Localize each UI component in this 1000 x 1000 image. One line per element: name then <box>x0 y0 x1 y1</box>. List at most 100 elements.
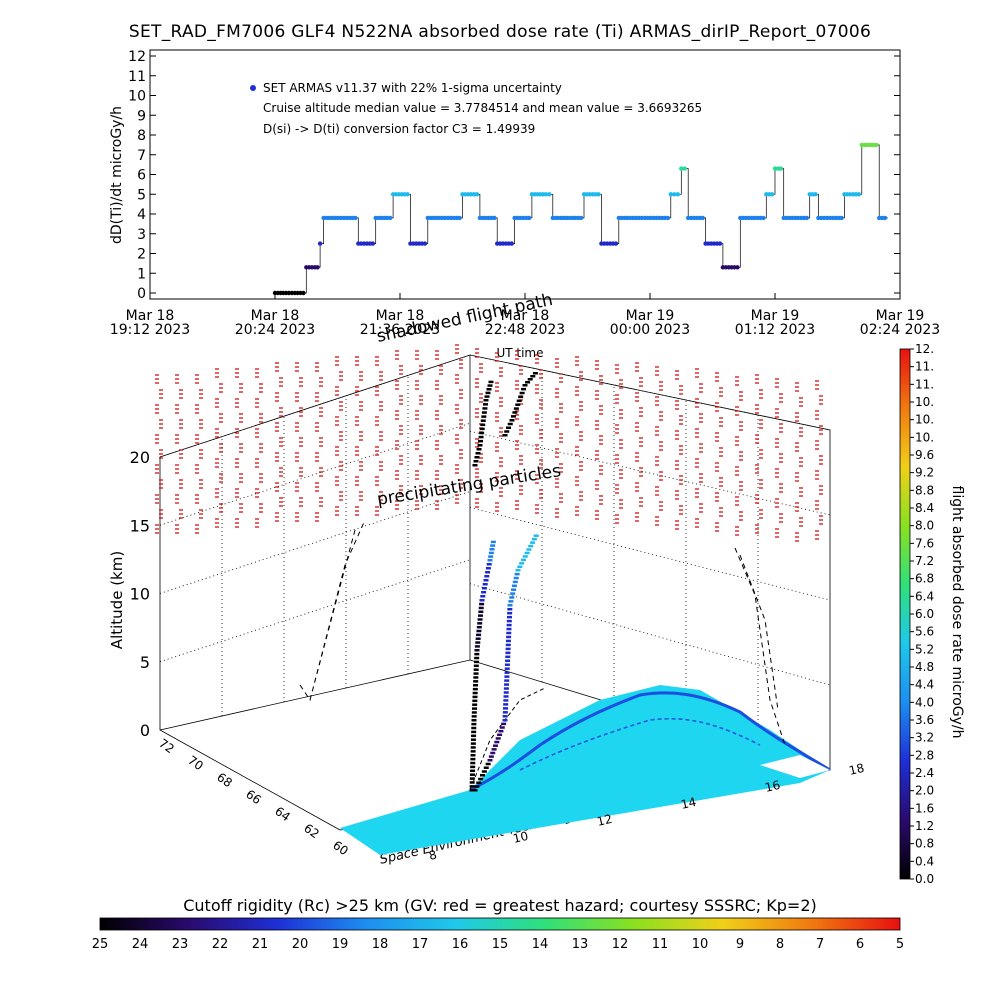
track-point <box>494 740 500 744</box>
x-tick-label-time: 01:12 2023 <box>735 322 815 338</box>
rigidity-colorbar-tick-label: 19 <box>332 937 349 952</box>
track-point <box>502 719 508 722</box>
track-point <box>474 649 480 652</box>
track-point <box>473 668 479 671</box>
latitude-tick-label: 62 <box>301 821 322 841</box>
dose-colorbar-tick-label: 7.2 <box>915 554 934 568</box>
track-point <box>498 729 504 733</box>
altitude-gridline-right <box>469 507 831 601</box>
track-point <box>483 766 489 769</box>
track-point <box>503 687 509 690</box>
rigidity-colorbar-tick-label: 17 <box>412 937 429 952</box>
track-point <box>477 622 483 625</box>
track-point <box>481 591 487 594</box>
track-point <box>504 667 510 670</box>
track-point <box>505 639 511 643</box>
dose-colorbar-tick-label: 4.0 <box>915 695 934 709</box>
track-point <box>470 757 476 761</box>
track-point <box>476 625 482 629</box>
dose-colorbar-tick-label: 6.8 <box>915 572 934 586</box>
track-point <box>481 587 487 590</box>
dose-colorbar-tick-label: 11. <box>915 360 934 374</box>
track-point <box>486 563 492 566</box>
upper-track-point <box>481 411 487 414</box>
rigidity-colorbar-tick-label: 18 <box>372 937 389 952</box>
data-point <box>578 215 584 221</box>
upper-track-point <box>532 372 538 375</box>
dose-colorbar-tick-label: 1.6 <box>915 801 934 815</box>
y-tick-label: 11 <box>128 69 146 85</box>
x-tick-label-date: Mar 19 <box>876 308 925 324</box>
track-point <box>503 695 509 698</box>
track-point <box>485 762 491 766</box>
track-point <box>504 679 510 682</box>
track-point <box>474 660 479 664</box>
track-point <box>522 555 528 558</box>
track-point <box>472 687 478 691</box>
track-point <box>473 676 479 679</box>
x-tick-label-date: Mar 19 <box>626 308 675 324</box>
x-tick-label-time: 02:24 2023 <box>860 322 940 338</box>
track-point <box>480 595 486 598</box>
rigidity-colorbar-tick-label: 15 <box>492 937 509 952</box>
track-point <box>471 722 477 726</box>
track-point <box>472 699 478 703</box>
track-point <box>477 618 483 621</box>
dose-colorbar-tick-label: 6.0 <box>915 607 934 621</box>
data-point <box>301 290 306 296</box>
data-point <box>596 192 601 197</box>
track-point <box>473 684 478 687</box>
rigidity-colorbar-tick-label: 16 <box>452 937 469 952</box>
longitude-ticks: 8 10 12 14 16 18 <box>428 761 866 863</box>
data-point <box>769 192 775 197</box>
x-tick-label-date: Mar 18 <box>501 308 550 324</box>
rigidity-colorbar-tick-label: 14 <box>532 937 549 952</box>
upper-track-point <box>478 435 484 439</box>
track-point <box>490 751 496 755</box>
dose-colorbar-tick-label: 0.0 <box>915 872 934 886</box>
altitude-gridline-left <box>159 422 471 526</box>
track-point <box>495 737 501 740</box>
data-point <box>717 241 723 246</box>
track-point <box>506 623 512 627</box>
data-point <box>370 241 375 246</box>
track-point <box>506 635 512 639</box>
dose-colorbar-tick-label: 6.4 <box>915 589 934 603</box>
data-point <box>874 142 879 148</box>
track-point <box>488 551 494 555</box>
track-point <box>469 785 475 788</box>
track-point <box>507 604 513 607</box>
dose-colorbar-tick-label: 8.4 <box>915 501 934 515</box>
scene-floor-front-left <box>159 729 341 831</box>
dose-colorbar-tick-label: 12. <box>915 342 934 356</box>
x-tick-label-time: 19:12 2023 <box>110 322 190 338</box>
y-tick-label: 2 <box>137 247 146 263</box>
track-point <box>503 691 509 694</box>
timeseries-x-axis-label: UT time <box>496 346 543 360</box>
y-tick-label: 1 <box>137 266 146 282</box>
track-point <box>488 555 494 558</box>
track-point <box>485 567 491 570</box>
latitude-tick-label: 72 <box>156 736 177 756</box>
dose-colorbar-tick-label: 2.8 <box>915 748 934 762</box>
rigidity-colorbar-tick-label: 22 <box>212 937 229 952</box>
upper-track-point <box>513 407 519 410</box>
track-point <box>489 548 495 551</box>
rigidity-colorbar-tick-label: 25 <box>92 937 109 952</box>
track-point <box>504 663 510 666</box>
upper-track-point <box>519 391 525 395</box>
data-point <box>665 215 671 221</box>
upper-track-point <box>522 384 528 387</box>
rigidity-colorbar-tick-label: 8 <box>776 937 784 952</box>
track-point <box>517 565 523 569</box>
track-point <box>487 759 493 762</box>
upper-track-point <box>509 419 515 422</box>
upper-track-point <box>512 411 518 414</box>
data-point <box>613 241 619 246</box>
upper-track-point <box>480 419 486 422</box>
dose-colorbar-tick-label: 0.4 <box>915 854 934 868</box>
dose-colorbar-tick-label: 8.0 <box>915 519 934 533</box>
track-point <box>482 583 488 586</box>
